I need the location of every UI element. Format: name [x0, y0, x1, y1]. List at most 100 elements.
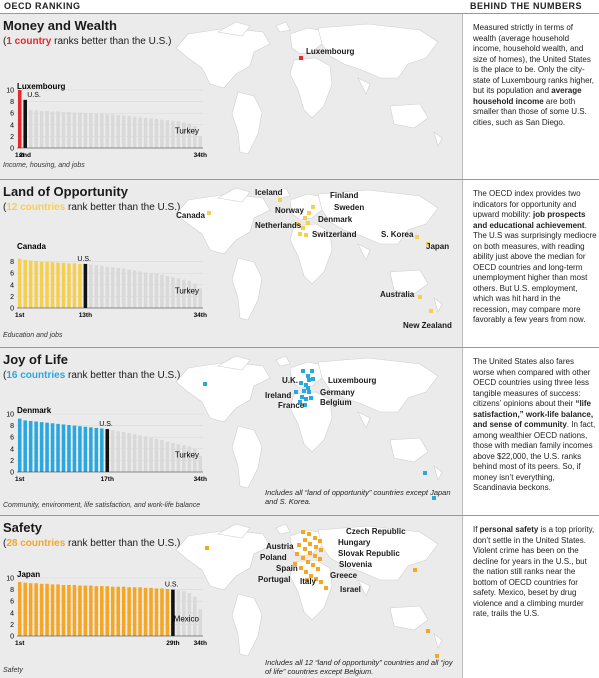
country-marker [314, 577, 318, 581]
y-tick-label: 10 [6, 88, 14, 95]
continent-shape [275, 21, 291, 33]
continent-shape [357, 243, 371, 261]
bar-country [100, 586, 104, 636]
country-marker [304, 570, 308, 574]
bar-country [121, 115, 126, 148]
subtitle-rest: rank better than the U.S.) [65, 538, 181, 549]
bar-country [45, 583, 49, 636]
behind-numbers-panel: The United States also fares worse when … [462, 348, 599, 515]
bar-country [34, 110, 38, 148]
world-map: U.K. Luxembourg Germany Ireland Belgium Franc… [175, 355, 443, 500]
y-tick-label: 8 [10, 423, 14, 430]
bar-country [127, 269, 131, 308]
bar-country [154, 438, 159, 472]
bar-country [61, 424, 66, 472]
emphasis-text: job prospects and educational achievemen… [473, 210, 586, 230]
bar-country [187, 593, 192, 636]
bar-country [17, 418, 22, 472]
map-country-label: Poland [260, 553, 287, 562]
bar-country [72, 584, 77, 636]
section-title: Money and Wealth [3, 18, 117, 33]
country-marker [303, 403, 307, 407]
bar-country [193, 448, 197, 472]
first-country-label: Luxembourg [17, 82, 66, 91]
country-marker [308, 542, 312, 546]
bar-country [39, 583, 44, 636]
bar-country [121, 268, 126, 308]
country-marker [313, 536, 317, 540]
continent-shape [289, 223, 333, 285]
section-money-and-wealth: Money and Wealth (1 country ranks better … [0, 14, 599, 179]
bar-country [176, 121, 181, 148]
continent-shape [317, 357, 439, 413]
bar-country [165, 120, 170, 148]
continent-shape [217, 523, 251, 539]
bar-country [160, 274, 164, 308]
bar-country [154, 119, 159, 148]
country-marker [205, 546, 209, 550]
bar-country [138, 435, 142, 472]
map-country-label: Luxembourg [328, 376, 377, 385]
country-marker [307, 390, 311, 394]
subtitle-rest: rank better than the U.S.) [65, 370, 181, 381]
bar-country [149, 587, 153, 636]
bar-country [72, 263, 77, 308]
bar-country [110, 430, 115, 472]
bar-country [160, 588, 164, 636]
continent-shape [433, 131, 443, 147]
bar-country [50, 262, 55, 308]
last-country-label: Turkey [175, 287, 199, 296]
continent-shape [175, 27, 271, 89]
bar-country [182, 122, 186, 148]
map-country-label: Greece [330, 571, 358, 580]
bar-country [28, 420, 33, 472]
bar-country [138, 117, 142, 148]
map-country-label: France [278, 401, 305, 410]
bar-country [67, 112, 71, 148]
country-marker [318, 539, 322, 543]
country-marker [307, 378, 311, 382]
x-tick-label: 1st [15, 312, 25, 319]
bar-country [127, 116, 131, 148]
country-marker [207, 211, 211, 215]
bar-country [56, 262, 60, 308]
country-marker [307, 532, 311, 536]
country-marker [301, 556, 305, 560]
continent-shape [231, 593, 263, 657]
bar-country [143, 272, 148, 308]
bar-country [132, 587, 137, 636]
country-marker [299, 56, 303, 60]
country-marker [301, 530, 305, 534]
ranking-bar-chart: 0 2 4 6 8 10 Denmark U.S. Turkey 1st 17th 34th [6, 406, 207, 483]
x-tick-label: 2nd [19, 152, 31, 159]
emphasis-text: average household income [473, 86, 582, 106]
country-marker [311, 205, 315, 209]
map-country-label: Australia [380, 290, 415, 299]
country-marker [303, 547, 307, 551]
explanation-paragraph: If personal safety is a top priority, do… [473, 525, 597, 620]
bar-country [105, 586, 110, 636]
x-tick-label: 1st [15, 640, 25, 647]
ranking-panel: Safety (28 countries rank better than the… [0, 516, 462, 678]
country-marker [432, 496, 436, 500]
x-tick-label: 17th [101, 476, 114, 483]
bar-country [165, 276, 170, 308]
first-country-label: Denmark [17, 406, 52, 415]
body-text: . In fact, among wealthier OECD nations,… [473, 420, 596, 492]
bar-country [160, 440, 164, 472]
section-subtitle: (28 countries rank better than the U.S.) [3, 538, 180, 549]
x-tick-label: 34th [194, 312, 207, 319]
bar-country [56, 584, 60, 636]
bar-country [100, 428, 104, 472]
bar-country [110, 267, 115, 308]
bar-country [83, 585, 88, 636]
continent-shape [175, 529, 271, 591]
body-text: . The U.S was surprisingly mediocre on b… [473, 220, 597, 325]
bar-country [110, 114, 115, 148]
bar-country [127, 587, 131, 636]
bar-country [78, 263, 82, 308]
section-subtitle: (12 countries rank better than the U.S.) [3, 202, 180, 213]
bar-country [94, 586, 99, 636]
bar-country [116, 267, 120, 308]
